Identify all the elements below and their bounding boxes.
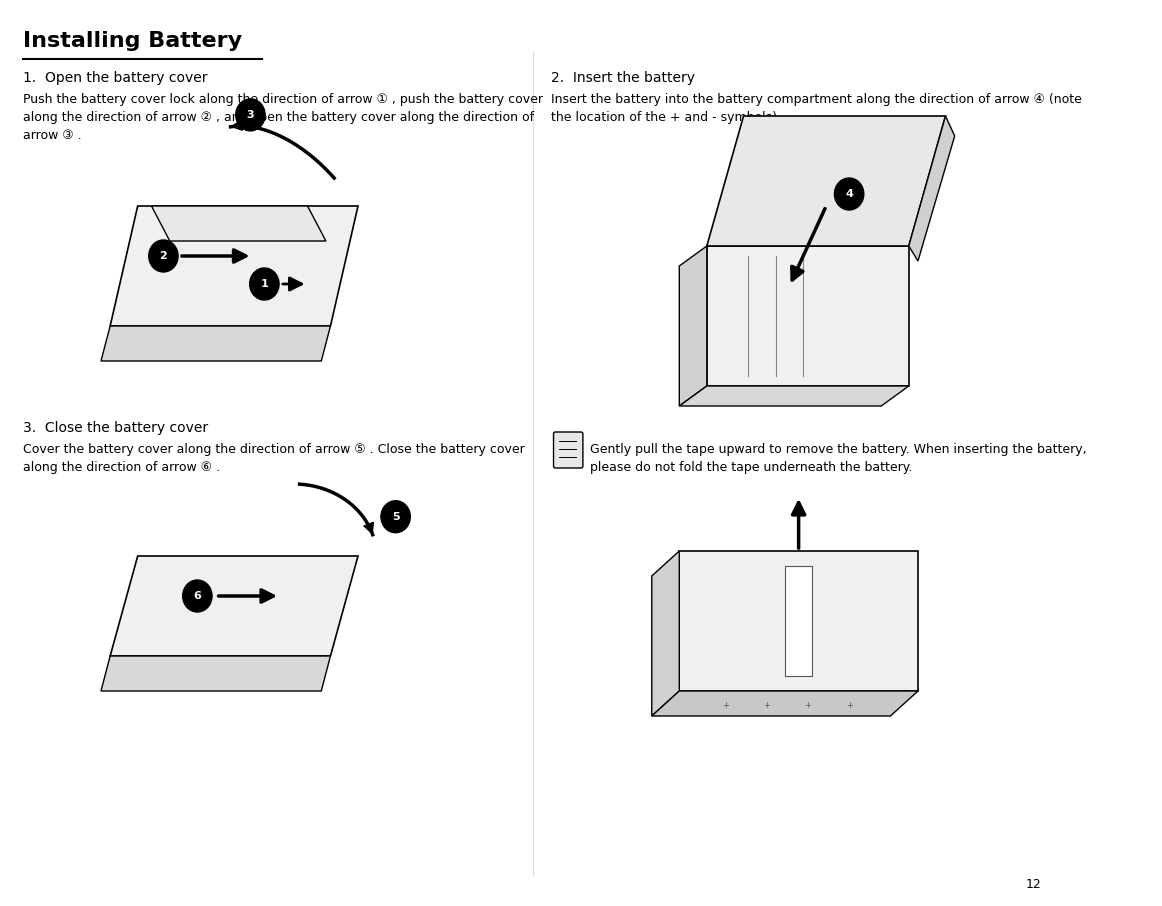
Polygon shape xyxy=(784,566,812,676)
Circle shape xyxy=(236,99,265,130)
Polygon shape xyxy=(652,551,680,716)
Text: +: + xyxy=(804,701,811,710)
Text: Cover the battery cover along the direction of arrow ⑤ . Close the battery cover: Cover the battery cover along the direct… xyxy=(23,443,525,474)
Text: 6: 6 xyxy=(193,591,201,601)
Text: 1.  Open the battery cover: 1. Open the battery cover xyxy=(23,71,208,85)
Text: 2.  Insert the battery: 2. Insert the battery xyxy=(551,71,695,85)
Polygon shape xyxy=(652,691,918,716)
Text: 4: 4 xyxy=(845,189,853,199)
Text: 1: 1 xyxy=(260,279,268,289)
Text: 12: 12 xyxy=(1026,878,1042,891)
Text: +: + xyxy=(763,701,770,710)
Circle shape xyxy=(182,580,211,612)
Text: Push the battery cover lock along the direction of arrow ① , push the battery co: Push the battery cover lock along the di… xyxy=(23,93,543,142)
Text: Installing Battery: Installing Battery xyxy=(23,31,242,51)
Text: 5: 5 xyxy=(392,512,400,522)
Circle shape xyxy=(381,501,410,533)
Text: Gently pull the tape upward to remove the battery. When inserting the battery,
p: Gently pull the tape upward to remove th… xyxy=(590,443,1086,474)
Text: 3: 3 xyxy=(246,110,254,120)
Text: +: + xyxy=(846,701,853,710)
Polygon shape xyxy=(110,556,358,656)
Polygon shape xyxy=(101,326,330,361)
Polygon shape xyxy=(110,206,358,326)
Text: 2: 2 xyxy=(159,251,167,261)
Circle shape xyxy=(250,268,279,300)
Polygon shape xyxy=(680,386,909,406)
Polygon shape xyxy=(101,656,330,691)
Text: +: + xyxy=(722,701,729,710)
Polygon shape xyxy=(706,116,946,246)
Polygon shape xyxy=(151,206,325,241)
Polygon shape xyxy=(680,551,918,691)
Circle shape xyxy=(834,178,863,210)
Polygon shape xyxy=(909,116,955,261)
Polygon shape xyxy=(706,246,909,386)
Circle shape xyxy=(149,240,178,272)
Polygon shape xyxy=(680,246,706,406)
Text: 3.  Close the battery cover: 3. Close the battery cover xyxy=(23,421,208,435)
Text: Insert the battery into the battery compartment along the direction of arrow ④ (: Insert the battery into the battery comp… xyxy=(551,93,1082,124)
FancyBboxPatch shape xyxy=(553,432,583,468)
